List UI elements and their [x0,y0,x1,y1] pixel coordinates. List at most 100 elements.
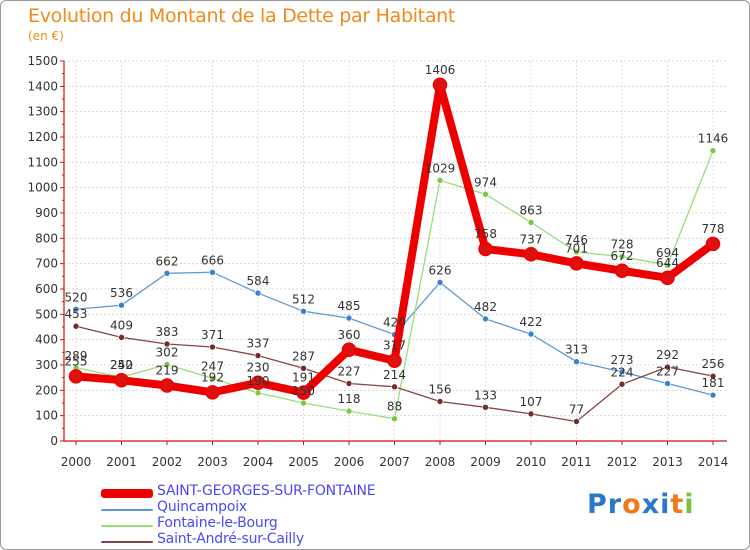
data-label: 672 [611,249,634,263]
plot-area [64,61,727,441]
x-tick-label: 2014 [698,455,729,469]
data-label: 181 [702,376,725,390]
data-label: 252 [110,358,133,372]
legend-swatch [101,489,153,498]
x-tick-label: 2012 [607,455,638,469]
x-tick-label: 2013 [652,455,683,469]
data-label: 289 [65,349,88,363]
data-label: 118 [338,392,361,406]
series-point [300,364,307,372]
series-point [482,190,489,198]
data-label: 662 [156,254,179,268]
data-label: 626 [429,263,452,277]
x-tick-label: 2003 [197,455,228,469]
series-point [209,268,216,276]
data-label: 737 [520,232,543,246]
series-point [209,375,216,382]
series-point [72,322,80,330]
series-point [250,375,266,390]
data-label: 974 [474,175,497,189]
x-tick-label: 2011 [561,455,592,469]
data-label: 746 [565,233,588,247]
data-label: 666 [201,253,224,267]
series-point [163,269,171,277]
data-label: 150 [292,384,315,398]
y-tick-label: 300 [35,358,58,372]
series-point [296,385,311,400]
y-tick-label: 500 [35,307,58,321]
data-label: 520 [65,290,88,304]
logo-letter: r [607,489,623,520]
y-tick-label: 1000 [27,181,58,195]
series-point [209,343,216,351]
legend-label: Saint-André-sur-Cailly [157,531,304,547]
data-label: 230 [247,361,270,375]
chart-title: Evolution du Montant de la Dette par Hab… [28,5,456,27]
series-point [163,361,171,368]
data-label: 191 [292,371,315,385]
data-label: 156 [429,382,452,396]
data-label: 584 [247,274,270,288]
series-point [345,407,353,415]
data-label: 778 [702,222,725,236]
data-label: 512 [292,292,315,306]
logo-letter: o [622,489,642,520]
data-label: 360 [338,328,361,342]
x-tick-label: 2010 [516,455,547,469]
y-tick-label: 1100 [27,155,58,169]
series-point [159,378,175,393]
data-label: 863 [520,203,543,217]
y-tick-label: 1500 [27,54,58,68]
series-point [618,253,626,260]
x-tick-label: 2002 [152,455,183,469]
series-point [660,270,675,286]
data-label: 371 [201,328,224,342]
data-label: 536 [110,286,133,300]
legend-swatch [101,509,153,511]
data-label: 219 [156,364,179,378]
data-label: 317 [383,339,406,353]
data-label: 88 [387,400,402,414]
chart-unit-label: (en €) [28,29,64,43]
data-label: 694 [656,246,679,260]
series-point [705,236,721,252]
series-point [345,314,353,322]
series-point [436,177,444,184]
data-label: 273 [611,353,634,367]
series-point [345,380,353,387]
legend-label: Fontaine-le-Bourg [157,515,278,531]
series-point [573,358,580,366]
series-point [205,385,220,400]
y-tick-label: 400 [35,333,58,347]
logo-letter: i [660,489,671,520]
x-tick-label: 2001 [106,455,137,469]
x-tick-label: 2009 [470,455,501,469]
legend-swatch [101,541,153,543]
series-point [436,398,444,405]
series-point [527,410,535,418]
data-label: 192 [201,370,224,384]
data-label: 422 [520,315,543,329]
series-point [254,289,262,297]
series-point [391,415,398,423]
series-point [118,301,125,309]
series-point [618,368,626,376]
data-label: 313 [565,343,588,357]
y-tick-label: 1200 [27,130,58,144]
data-label: 224 [611,365,634,379]
series-point [709,391,717,399]
series-point [614,263,630,279]
series-point [478,241,493,257]
data-label: 1146 [698,132,729,146]
data-label: 133 [474,388,497,402]
y-tick-label: 800 [35,231,58,245]
data-label: 227 [338,364,361,378]
series-point [432,77,448,93]
y-tick-label: 0 [50,434,58,448]
y-tick-label: 1300 [27,105,58,119]
series-point [387,353,402,368]
series-point [664,261,671,269]
series-point [68,369,84,384]
series-point [709,147,717,154]
